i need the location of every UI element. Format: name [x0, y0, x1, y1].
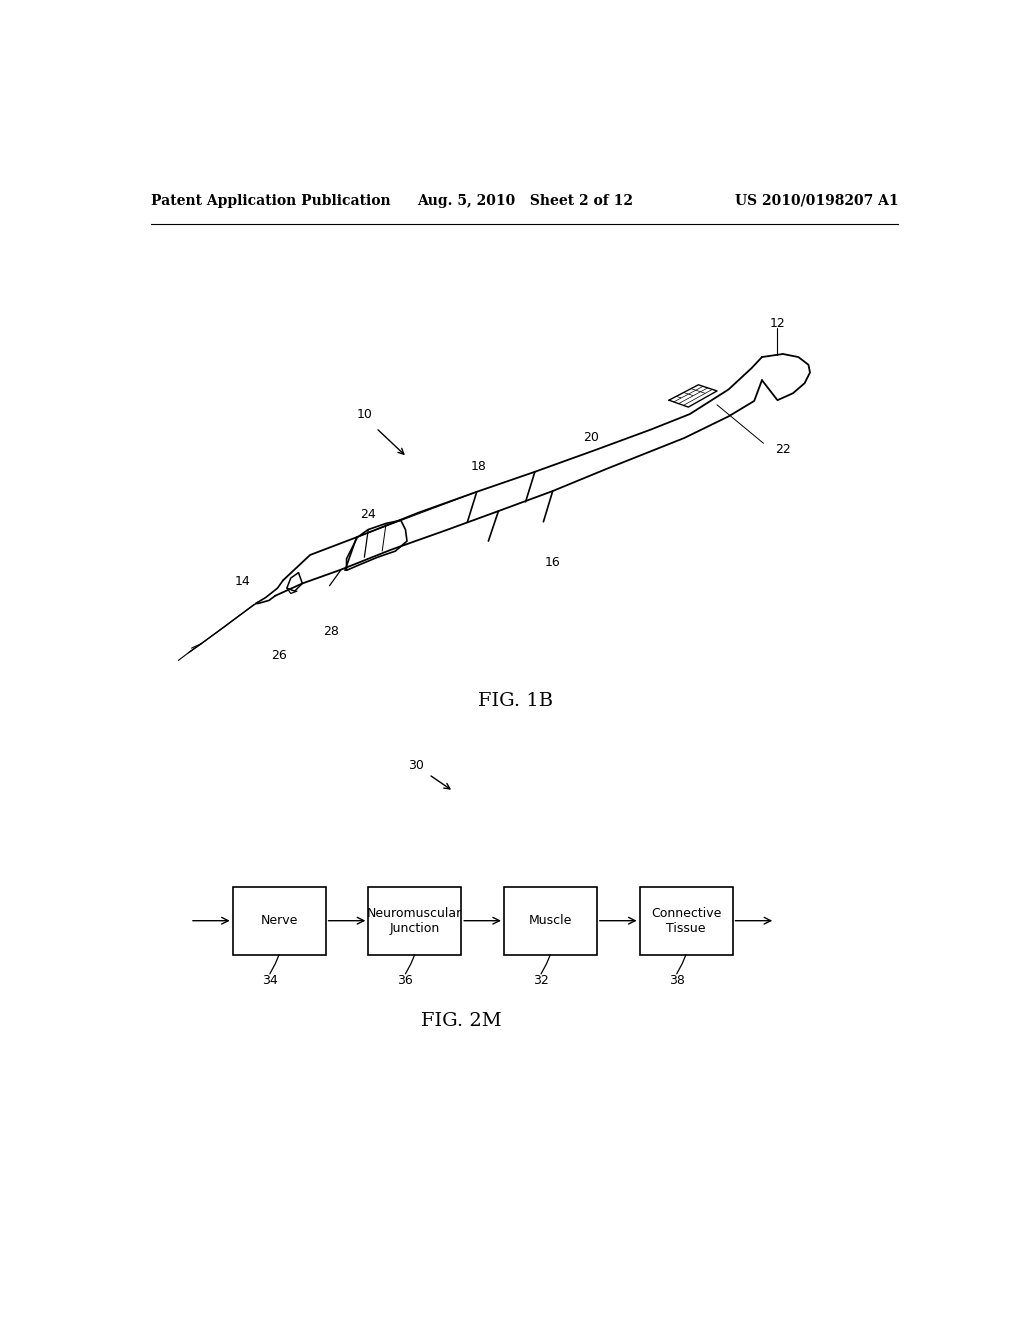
Text: 36: 36	[397, 974, 414, 987]
Bar	[369, 887, 461, 954]
Text: Patent Application Publication: Patent Application Publication	[152, 194, 391, 207]
Text: 12: 12	[770, 317, 785, 330]
Text: 18: 18	[470, 459, 486, 473]
Text: 20: 20	[584, 430, 599, 444]
Text: 30: 30	[409, 759, 424, 772]
Text: Neuromuscular
Junction: Neuromuscular Junction	[368, 907, 463, 935]
Text: US 2010/0198207 A1: US 2010/0198207 A1	[735, 194, 898, 207]
Text: Nerve: Nerve	[260, 915, 298, 927]
Text: 28: 28	[324, 624, 339, 638]
Text: 14: 14	[234, 576, 251, 589]
Text: Connective
Tissue: Connective Tissue	[651, 907, 721, 935]
Bar	[232, 887, 326, 954]
Bar	[640, 887, 732, 954]
Text: 10: 10	[356, 408, 373, 421]
Text: Muscle: Muscle	[528, 915, 572, 927]
Text: Aug. 5, 2010   Sheet 2 of 12: Aug. 5, 2010 Sheet 2 of 12	[417, 194, 633, 207]
Text: 34: 34	[262, 974, 278, 987]
Text: 22: 22	[775, 444, 791, 455]
Text: 24: 24	[360, 508, 376, 520]
Text: 26: 26	[271, 648, 287, 661]
Bar	[504, 887, 597, 954]
Text: FIG. 2M: FIG. 2M	[421, 1012, 502, 1030]
Text: 38: 38	[669, 974, 685, 987]
Text: 32: 32	[534, 974, 549, 987]
Text: 16: 16	[545, 556, 560, 569]
Text: FIG. 1B: FIG. 1B	[478, 692, 553, 710]
